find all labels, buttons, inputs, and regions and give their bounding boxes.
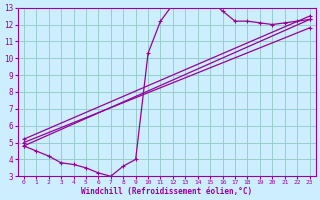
X-axis label: Windchill (Refroidissement éolien,°C): Windchill (Refroidissement éolien,°C) [81, 187, 252, 196]
